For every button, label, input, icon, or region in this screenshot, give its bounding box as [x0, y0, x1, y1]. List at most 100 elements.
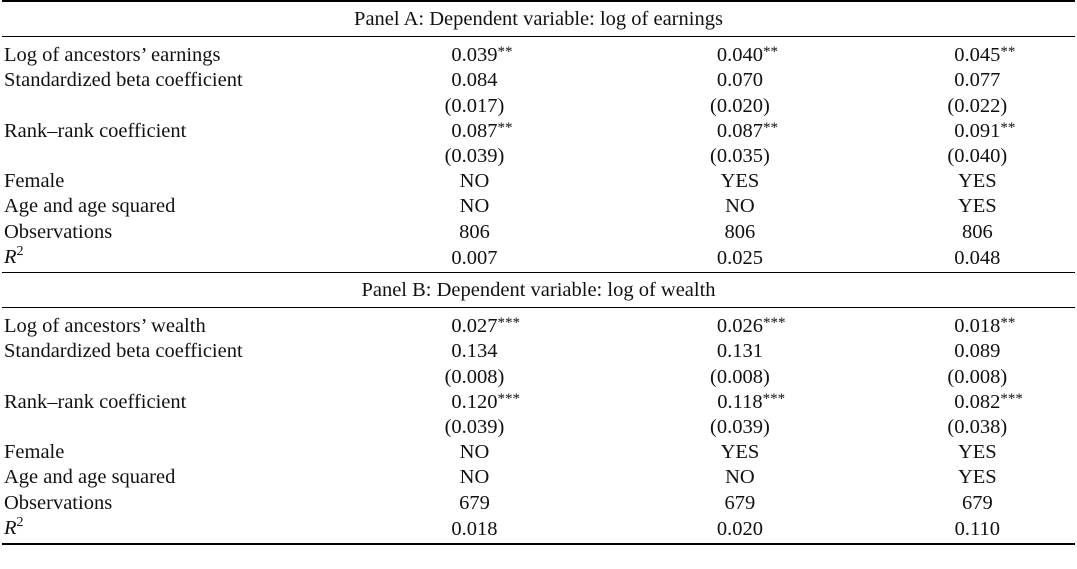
cell-value: (0.039): [444, 145, 505, 168]
cell-col1: NO: [343, 465, 606, 490]
cell-value: 0.084: [451, 69, 498, 92]
cell-col1: NO: [343, 194, 606, 219]
cell-value: (0.035): [710, 145, 770, 168]
cell-col1: NO: [343, 440, 606, 465]
cell-value-wrap: 0.131: [717, 339, 763, 364]
significance-stars: **: [1000, 315, 1016, 332]
cell-value: YES: [957, 466, 997, 489]
cell-value-wrap: (0.020): [710, 94, 770, 119]
panel-b: Panel B: Dependent variable: log of weal…: [2, 272, 1075, 546]
row-label: Log of ancestors’ wealth: [2, 307, 343, 340]
cell-value: (0.008): [947, 365, 1008, 388]
r-squared-label: R2: [2, 244, 343, 273]
cell-value: 679: [961, 491, 993, 514]
cell-value: 0.091: [954, 119, 1001, 142]
cell-value: 0.018: [954, 315, 1001, 338]
significance-stars: ***: [497, 315, 521, 332]
cell-value: 806: [724, 220, 756, 243]
cell-col3: YES: [874, 465, 1075, 490]
regression-table: Panel A: Dependent variable: log of earn…: [2, 0, 1075, 546]
significance-stars: **: [1000, 119, 1016, 136]
table-row: (0.039) (0.035) (0.040): [2, 144, 1075, 169]
cell-col1: (0.039): [343, 415, 606, 440]
cell-col3: (0.040): [874, 144, 1075, 169]
cell-col3: 0.089: [874, 339, 1075, 364]
table-row: Age and age squared NO NO YES: [2, 194, 1075, 219]
significance-stars: ***: [497, 390, 521, 407]
cell-value-wrap: YES: [958, 169, 997, 194]
cell-value: 0.040: [716, 44, 763, 67]
cell-value: NO: [725, 195, 755, 218]
cell-col3: 806: [874, 220, 1075, 245]
cell-col2: 679: [606, 491, 873, 516]
cell-value-wrap: (0.022): [947, 94, 1007, 119]
row-label: Log of ancestors’ earnings: [2, 36, 343, 69]
cell-value: NO: [459, 195, 490, 218]
cell-col3: 0.077: [874, 68, 1075, 93]
cell-col3: YES: [874, 440, 1075, 465]
cell-value-wrap: 0.134: [451, 339, 497, 364]
row-label: Rank–rank coefficient: [4, 390, 187, 413]
cell-col1: 0.039 **: [342, 36, 607, 69]
cell-value-wrap: (0.039): [445, 144, 505, 169]
cell-value-wrap: 0.027 ***: [451, 314, 520, 339]
cell-value-wrap: 0.084: [451, 68, 497, 93]
cell-col2: 0.118 ***: [606, 390, 873, 415]
significance-stars: **: [762, 119, 778, 136]
cell-value-wrap: (0.035): [710, 144, 770, 169]
cell-value-wrap: (0.008): [445, 365, 505, 390]
r-squared-col2: 0.025: [716, 246, 763, 269]
row-label: Female: [4, 170, 65, 193]
cell-col3: (0.022): [874, 94, 1075, 119]
table-row: Observations 679 679 679: [2, 491, 1075, 516]
cell-col2: YES: [606, 169, 873, 194]
r-squared-col2: 0.020: [606, 515, 874, 546]
cell-value-wrap: (0.040): [947, 144, 1007, 169]
cell-value-wrap: 0.087 **: [451, 119, 512, 144]
cell-value-wrap: YES: [958, 465, 997, 490]
cell-value: 0.089: [954, 340, 1001, 363]
cell-value-wrap: 806: [725, 220, 756, 245]
cell-value-wrap: (0.039): [710, 415, 770, 440]
row-label: Age and age squared: [4, 195, 176, 218]
cell-value-wrap: (0.039): [445, 415, 505, 440]
cell-value-wrap: (0.008): [710, 365, 770, 390]
cell-value-wrap: (0.038): [947, 415, 1007, 440]
cell-col3: 0.091 **: [874, 119, 1075, 144]
cell-value-wrap: 0.039 **: [451, 43, 512, 68]
cell-value: NO: [459, 170, 490, 193]
cell-value-wrap: NO: [460, 465, 490, 490]
panel-b-header-row: Panel B: Dependent variable: log of weal…: [2, 272, 1075, 308]
row-label: [2, 415, 343, 440]
cell-value: (0.039): [710, 416, 770, 439]
cell-value: (0.039): [444, 416, 505, 439]
row-label: [2, 144, 343, 169]
r-squared-exponent: 2: [16, 514, 24, 530]
cell-value-wrap: 679: [459, 491, 490, 516]
row-label: Age and age squared: [4, 466, 176, 489]
cell-col1: 806: [343, 220, 606, 245]
r-squared-row: R2 0.007 0.025 0.048: [2, 244, 1075, 273]
cell-col1: (0.039): [343, 144, 606, 169]
cell-col1: 679: [343, 491, 606, 516]
cell-col2: YES: [606, 440, 873, 465]
table-row: Standardized beta coefficient 0.084 0.070 0…: [2, 68, 1075, 93]
cell-value-wrap: 0.089: [954, 339, 1000, 364]
table-row: Log of ancestors’ earnings 0.039 ** 0.040 **…: [2, 36, 1075, 69]
cell-value-wrap: 0.077: [954, 68, 1000, 93]
row-label: Observations: [4, 491, 113, 514]
cell-col1: 0.084: [343, 68, 606, 93]
cell-value-wrap: 0.040 **: [716, 43, 778, 68]
cell-value: YES: [720, 441, 760, 464]
row-label: Standardized beta coefficient: [4, 69, 243, 92]
r-squared-col1: 0.007: [451, 246, 498, 269]
cell-value: 0.045: [954, 44, 1001, 67]
cell-col3: 0.045 **: [873, 36, 1075, 69]
r-squared-label: R2: [2, 514, 343, 546]
cell-value: 0.082: [954, 390, 1001, 413]
cell-col1: 0.087 **: [343, 119, 606, 144]
significance-stars: **: [497, 119, 513, 136]
row-label: [2, 94, 343, 119]
cell-value: (0.008): [710, 365, 770, 388]
cell-value-wrap: 679: [962, 491, 993, 516]
